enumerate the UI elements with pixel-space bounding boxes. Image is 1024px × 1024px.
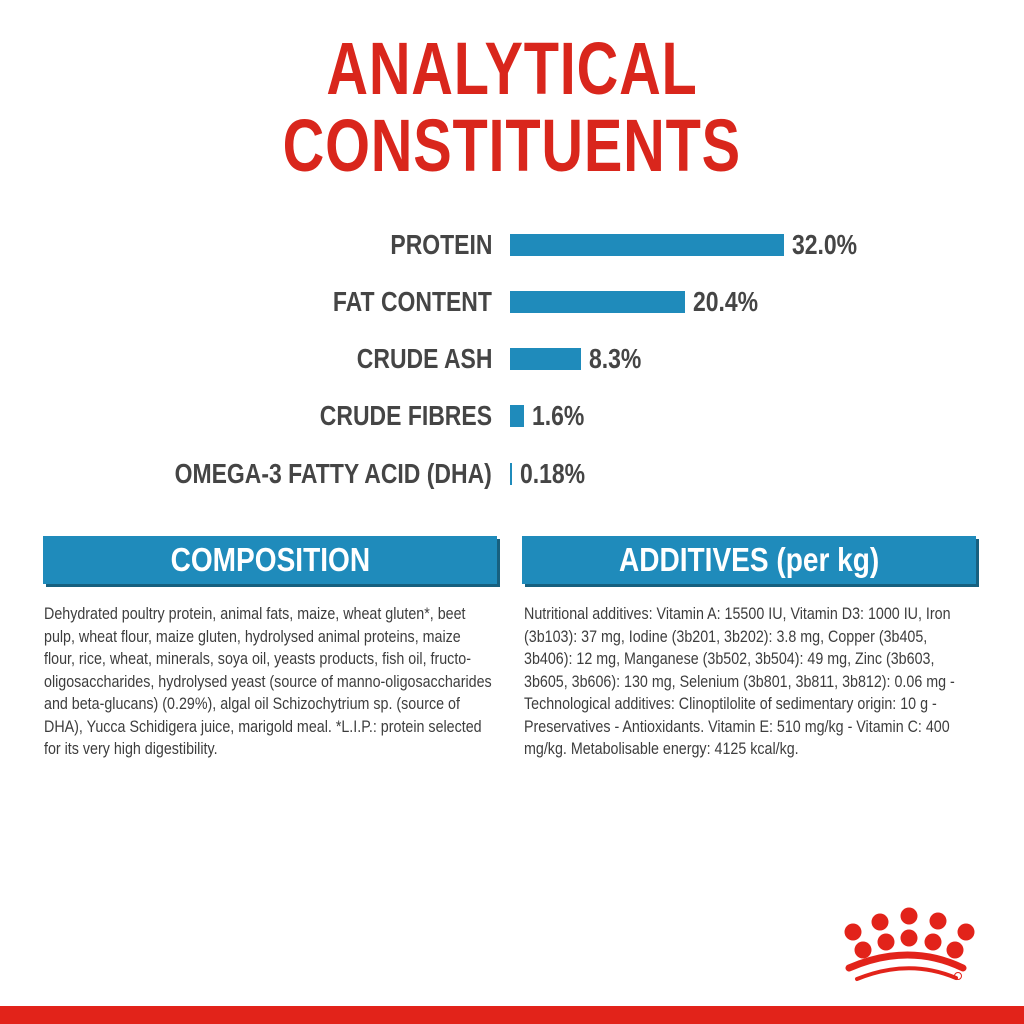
composition-header: COMPOSITION xyxy=(43,536,497,584)
title-line-1: ANALYTICAL xyxy=(326,27,698,110)
value-label: 32.0% xyxy=(792,229,858,260)
additives-header: ADDITIVES (per kg) xyxy=(522,536,976,584)
category-label: CRUDE FIBRES xyxy=(319,400,492,431)
footer-bar xyxy=(0,1006,1024,1024)
title-line-2: CONSTITUENTS xyxy=(282,104,742,187)
bar xyxy=(510,463,512,485)
value-label: 0.18% xyxy=(520,458,586,489)
chart-row: CRUDE FIBRES 1.6% xyxy=(0,401,1024,431)
chart-row: OMEGA-3 FATTY ACID (DHA) 0.18% xyxy=(0,459,1024,489)
chart-row: PROTEIN 32.0% xyxy=(0,230,1024,260)
chart-row: FAT CONTENT 20.4% xyxy=(0,287,1024,317)
value-label: 20.4% xyxy=(692,286,758,317)
bar xyxy=(510,405,524,427)
chart-row: CRUDE ASH 8.3% xyxy=(0,344,1024,374)
category-label: FAT CONTENT xyxy=(332,286,492,317)
category-label: OMEGA-3 FATTY ACID (DHA) xyxy=(174,458,492,489)
category-label: CRUDE ASH xyxy=(356,343,492,374)
additives-text: Nutritional additives: Vitamin A: 15500 … xyxy=(524,604,955,758)
value-label: 1.6% xyxy=(531,400,585,431)
bar xyxy=(510,291,685,313)
category-label: PROTEIN xyxy=(389,229,492,260)
crown-logo xyxy=(844,907,975,981)
value-label: 8.3% xyxy=(589,343,642,374)
bar xyxy=(510,234,785,256)
registered-mark xyxy=(954,972,962,980)
crown-dots xyxy=(844,907,975,959)
composition-text: Dehydrated poultry protein, animal fats,… xyxy=(44,604,492,758)
bar xyxy=(510,348,582,370)
